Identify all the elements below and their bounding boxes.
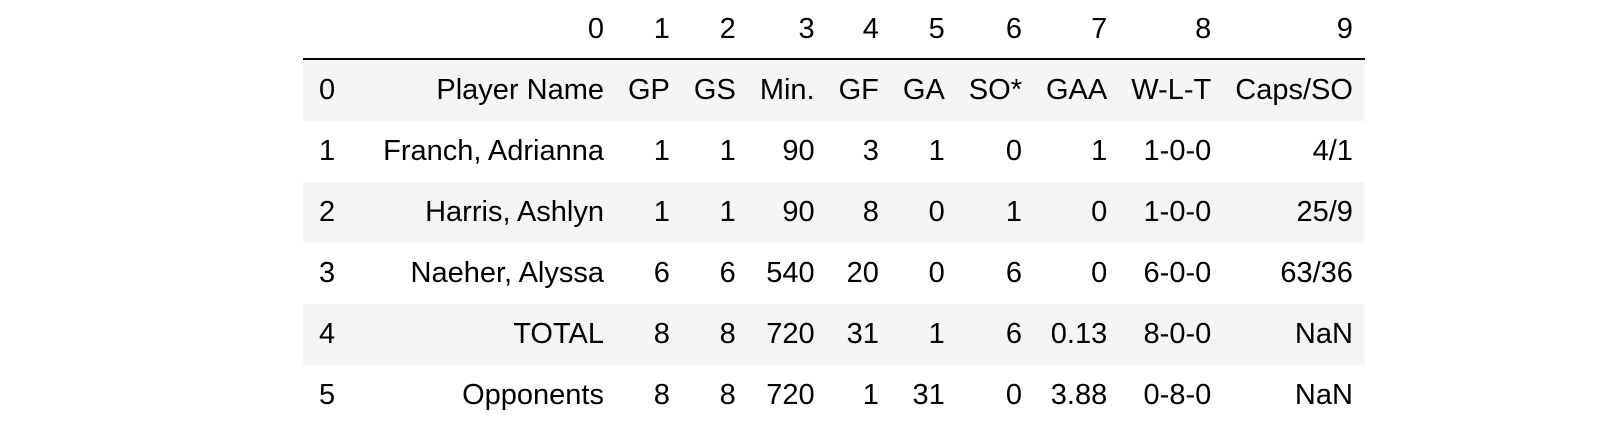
table-row: 1 Franch, Adrianna 1 1 90 3 1 0 1 1-0-0 … [303,121,1365,182]
table-cell: Opponents [371,365,616,426]
table-cell: Franch, Adrianna [371,121,616,182]
table-cell: 1 [616,121,682,182]
column-header: 1 [616,0,682,59]
table-cell: NaN [1223,304,1365,365]
table-row: 0 Player Name GP GS Min. GF GA SO* GAA W… [303,59,1365,121]
table-cell: 1 [827,365,891,426]
table-cell: 3.88 [1034,365,1119,426]
table-cell: W-L-T [1119,59,1223,121]
table-cell: 540 [748,243,827,304]
table-cell: 31 [827,304,891,365]
table-cell: 8 [616,365,682,426]
table-cell: 4/1 [1223,121,1365,182]
table-cell: Naeher, Alyssa [371,243,616,304]
table-cell: 3 [827,121,891,182]
table-cell: SO* [957,59,1034,121]
table-cell: 720 [748,365,827,426]
table-cell: 6 [682,243,748,304]
table-cell: 6 [616,243,682,304]
table-cell: 0 [957,365,1034,426]
row-index: 0 [303,59,371,121]
table-cell: 0 [1034,182,1119,243]
column-header: 2 [682,0,748,59]
table-cell: 8 [682,304,748,365]
table-cell: 90 [748,121,827,182]
column-header: 3 [748,0,827,59]
table-cell: 8 [827,182,891,243]
table-cell: 1 [682,182,748,243]
index-header [303,0,371,59]
table-cell: NaN [1223,365,1365,426]
table-cell: 6 [957,243,1034,304]
table-cell: 6-0-0 [1119,243,1223,304]
table-cell: 6 [957,304,1034,365]
table-cell: 8 [616,304,682,365]
table-cell: 1 [957,182,1034,243]
table-cell: 63/36 [1223,243,1365,304]
table-cell: 0 [891,182,957,243]
row-index: 4 [303,304,371,365]
row-index: 5 [303,365,371,426]
table-cell: GS [682,59,748,121]
table-row: 5 Opponents 8 8 720 1 31 0 3.88 0-8-0 Na… [303,365,1365,426]
table-cell: 0-8-0 [1119,365,1223,426]
column-header: 8 [1119,0,1223,59]
dataframe-table: 0 1 2 3 4 5 6 7 8 9 0 Player Name GP GS … [303,0,1365,426]
table-cell: 0 [891,243,957,304]
table-cell: Caps/SO [1223,59,1365,121]
table-cell: 1-0-0 [1119,121,1223,182]
table-row: 4 TOTAL 8 8 720 31 1 6 0.13 8-0-0 NaN [303,304,1365,365]
table-row: 2 Harris, Ashlyn 1 1 90 8 0 1 0 1-0-0 25… [303,182,1365,243]
column-header: 9 [1223,0,1365,59]
table-cell: GAA [1034,59,1119,121]
table-cell: 31 [891,365,957,426]
column-header: 0 [371,0,616,59]
row-index: 1 [303,121,371,182]
table-row: 3 Naeher, Alyssa 6 6 540 20 0 6 0 6-0-0 … [303,243,1365,304]
table-cell: 1 [891,121,957,182]
table-cell: Player Name [371,59,616,121]
table-cell: TOTAL [371,304,616,365]
table-cell: 8 [682,365,748,426]
table-cell: 720 [748,304,827,365]
table-cell: Min. [748,59,827,121]
table-cell: 1-0-0 [1119,182,1223,243]
column-header: 7 [1034,0,1119,59]
table-cell: 1 [1034,121,1119,182]
row-index: 2 [303,182,371,243]
column-header: 5 [891,0,957,59]
table-cell: 1 [682,121,748,182]
table-cell: 0 [957,121,1034,182]
table-cell: 20 [827,243,891,304]
table-cell: 8-0-0 [1119,304,1223,365]
table-cell: 1 [616,182,682,243]
table-cell: 90 [748,182,827,243]
table-cell: GF [827,59,891,121]
table-cell: 25/9 [1223,182,1365,243]
table-cell: GA [891,59,957,121]
table-cell: GP [616,59,682,121]
table-cell: Harris, Ashlyn [371,182,616,243]
column-header: 4 [827,0,891,59]
header-row: 0 1 2 3 4 5 6 7 8 9 [303,0,1365,59]
table-cell: 1 [891,304,957,365]
table-cell: 0 [1034,243,1119,304]
table-cell: 0.13 [1034,304,1119,365]
row-index: 3 [303,243,371,304]
column-header: 6 [957,0,1034,59]
